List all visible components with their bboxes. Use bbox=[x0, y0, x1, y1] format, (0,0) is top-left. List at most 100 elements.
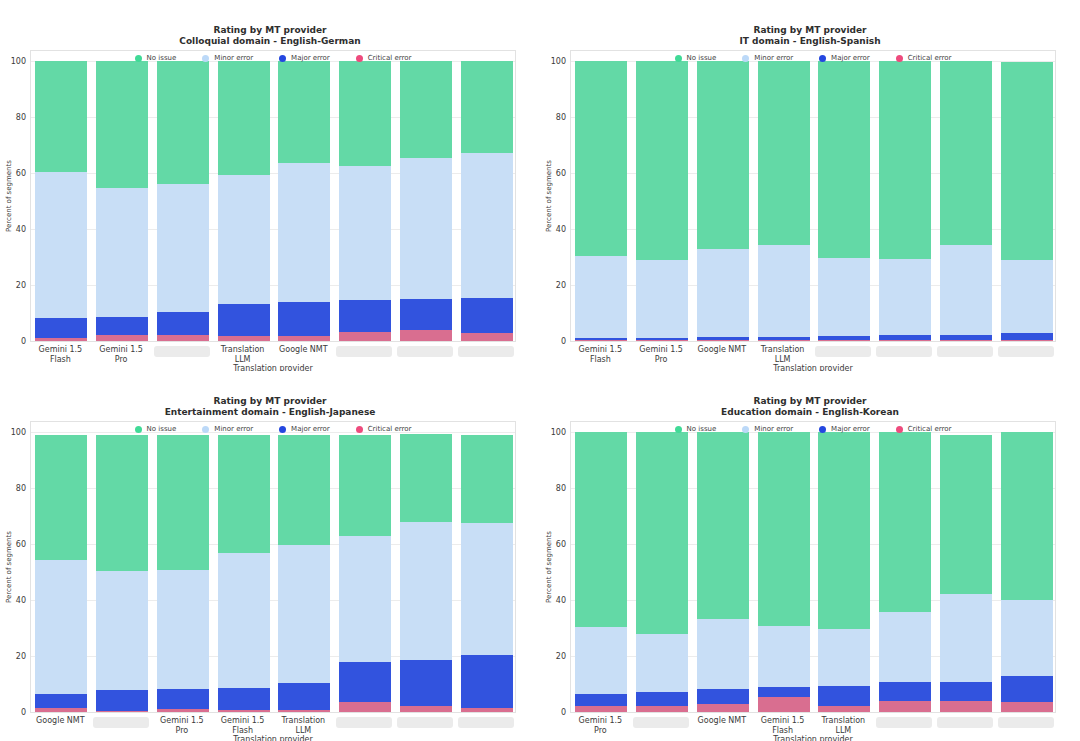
bars bbox=[31, 422, 515, 712]
bar-segment-major bbox=[96, 690, 148, 710]
bar-segment-minor bbox=[157, 184, 209, 312]
x-tick-label: Translation LLM bbox=[748, 345, 818, 364]
legend-label: Critical error bbox=[368, 54, 412, 62]
bar-segment-minor bbox=[461, 153, 513, 297]
y-tick-20: 20 bbox=[0, 652, 26, 662]
plot-area: No issue Minor error Major error Critical e… bbox=[570, 421, 1056, 713]
legend-item: Major error bbox=[819, 425, 870, 433]
y-tick-80: 80 bbox=[540, 484, 566, 494]
bar-segment-major bbox=[758, 687, 810, 698]
redaction-box bbox=[458, 346, 514, 357]
bar-segment-no_issue bbox=[339, 435, 391, 537]
bar-segment-major bbox=[1001, 333, 1053, 340]
legend-dot-icon bbox=[896, 55, 903, 62]
bar-segment-no_issue bbox=[940, 435, 992, 595]
bar-segment-critical bbox=[818, 340, 870, 341]
x-tick-label: Gemini 1.5 Flash bbox=[25, 345, 95, 364]
chart-title: Rating by MT provider bbox=[540, 396, 1080, 407]
bar-segment-no_issue bbox=[575, 61, 627, 256]
bar-segment-major bbox=[1001, 676, 1053, 702]
bar-2 bbox=[636, 432, 688, 712]
bar-segment-critical bbox=[400, 706, 452, 712]
bar-segment-critical bbox=[218, 710, 270, 712]
chart-entertainment-english-japanese: Rating by MT provider Entertainment doma… bbox=[0, 371, 540, 741]
legend-item: Minor error bbox=[202, 425, 253, 433]
bar-segment-minor bbox=[1001, 260, 1053, 333]
chart-education-english-korean: Rating by MT provider Education domain -… bbox=[540, 371, 1080, 741]
x-tick-redacted bbox=[930, 345, 1000, 357]
bar-segment-no_issue bbox=[157, 61, 209, 184]
bar-segment-critical bbox=[697, 704, 749, 712]
bar-segment-minor bbox=[339, 166, 391, 300]
bar-3 bbox=[697, 432, 749, 712]
bar-segment-no_issue bbox=[400, 61, 452, 158]
legend-item: Critical error bbox=[896, 425, 952, 433]
redaction-box bbox=[458, 717, 514, 728]
legend: No issueMinor errorMajor errorCritical e… bbox=[31, 425, 515, 433]
bar-segment-critical bbox=[278, 710, 330, 712]
bar-segment-major bbox=[218, 688, 270, 710]
bars bbox=[571, 51, 1055, 341]
charts-grid: Rating by MT provider Colloquial domain … bbox=[0, 0, 1080, 741]
bar-segment-critical bbox=[278, 336, 330, 341]
x-tick-redacted bbox=[147, 345, 217, 357]
bar-1 bbox=[575, 432, 627, 712]
legend-dot-icon bbox=[202, 426, 209, 433]
chart-subtitle: Entertainment domain - English-Japanese bbox=[0, 407, 540, 418]
legend-label: Major error bbox=[291, 54, 330, 62]
legend-label: Critical error bbox=[908, 425, 952, 433]
bar-5 bbox=[818, 432, 870, 712]
bar-segment-no_issue bbox=[1001, 62, 1053, 259]
bar-segment-no_issue bbox=[157, 435, 209, 571]
bar-segment-minor bbox=[96, 571, 148, 690]
x-axis-label: Translation provider bbox=[570, 735, 1056, 741]
legend-dot-icon bbox=[742, 55, 749, 62]
bar-segment-critical bbox=[218, 336, 270, 341]
bar-segment-minor bbox=[339, 536, 391, 662]
bar-segment-minor bbox=[879, 259, 931, 335]
redaction-box bbox=[998, 346, 1054, 357]
bar-segment-minor bbox=[461, 523, 513, 654]
bar-segment-no_issue bbox=[636, 61, 688, 260]
bar-segment-critical bbox=[157, 335, 209, 341]
bar-segment-major bbox=[697, 689, 749, 704]
x-tick-label: Translation LLM bbox=[208, 345, 278, 364]
bar-2 bbox=[96, 435, 148, 712]
bar-segment-critical bbox=[96, 711, 148, 712]
x-tick-redacted bbox=[808, 345, 878, 357]
chart-title-block: Rating by MT provider Education domain -… bbox=[540, 396, 1080, 418]
legend-dot-icon bbox=[356, 55, 363, 62]
legend-dot-icon bbox=[819, 55, 826, 62]
bar-segment-major bbox=[339, 662, 391, 702]
legend-item: No issue bbox=[135, 54, 177, 62]
bar-segment-major bbox=[278, 302, 330, 336]
redaction-box bbox=[876, 717, 932, 728]
bar-4 bbox=[758, 432, 810, 712]
bar-segment-critical bbox=[940, 340, 992, 341]
bar-segment-minor bbox=[157, 570, 209, 689]
redaction-box bbox=[336, 717, 392, 728]
bar-segment-no_issue bbox=[278, 61, 330, 163]
legend-item: Minor error bbox=[742, 425, 793, 433]
bar-segment-no_issue bbox=[575, 432, 627, 627]
bar-segment-no_issue bbox=[879, 61, 931, 259]
redaction-box bbox=[937, 717, 993, 728]
legend-label: No issue bbox=[687, 425, 717, 433]
bar-segment-critical bbox=[461, 333, 513, 341]
bar-segment-major bbox=[400, 299, 452, 330]
bar-segment-no_issue bbox=[400, 434, 452, 522]
bar-segment-no_issue bbox=[758, 432, 810, 626]
bar-segment-major bbox=[35, 694, 87, 708]
bar-segment-minor bbox=[218, 553, 270, 688]
bar-7 bbox=[400, 61, 452, 341]
bar-8 bbox=[1001, 432, 1053, 712]
y-tick-40: 40 bbox=[0, 225, 26, 235]
bar-segment-critical bbox=[157, 709, 209, 712]
plot-area: No issueMinor errorMajor errorCritical e… bbox=[30, 421, 516, 713]
chart-title: Rating by MT provider bbox=[0, 25, 540, 36]
legend-item: Critical error bbox=[356, 425, 412, 433]
plot-area: No issueMinor errorMajor errorCritical e… bbox=[570, 50, 1056, 342]
bar-1 bbox=[35, 61, 87, 341]
bars bbox=[31, 51, 515, 341]
bar-segment-critical bbox=[879, 701, 931, 712]
